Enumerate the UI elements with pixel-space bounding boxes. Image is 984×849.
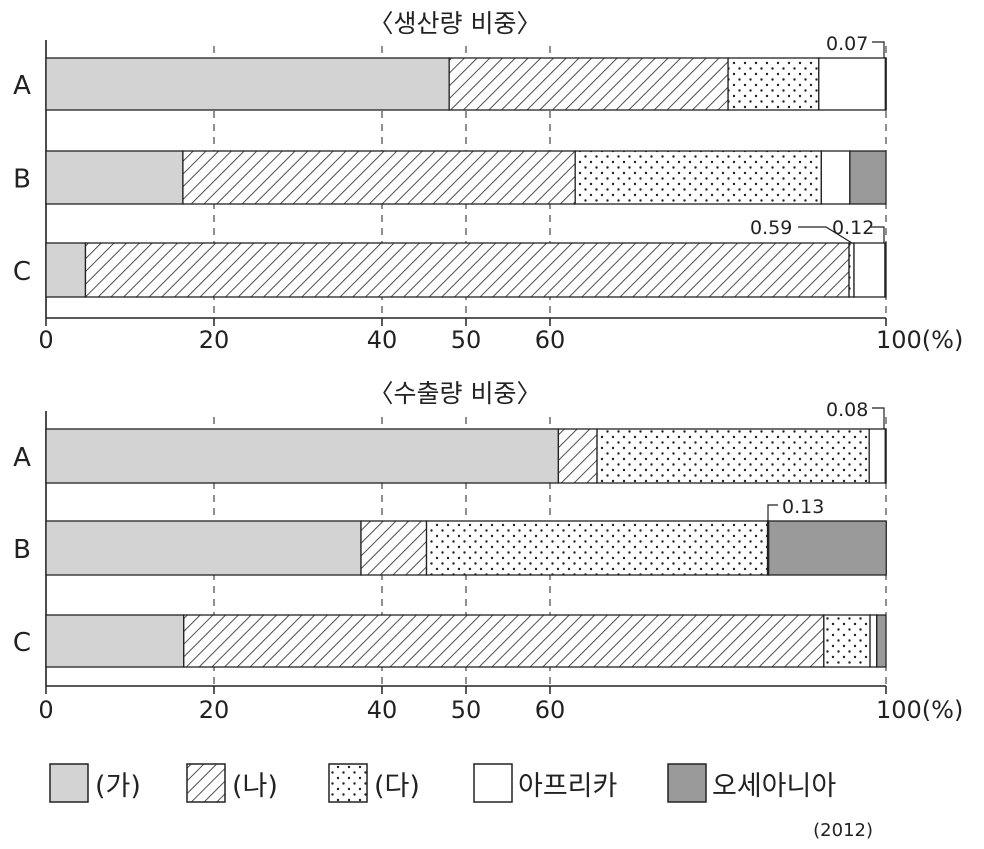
- x-tick-label: 20: [199, 696, 230, 724]
- legend-label: (다): [374, 771, 420, 802]
- bar-segment-C-1: [84, 242, 850, 298]
- annotation-leader: [872, 41, 885, 58]
- legend-label: (가): [95, 771, 141, 802]
- bar-segment-B-3: [820, 150, 851, 205]
- annotation-leader: [767, 504, 778, 521]
- annotation-leader: [870, 226, 885, 243]
- bar-segment-B-1: [360, 520, 428, 576]
- bar-segment-B-2: [574, 150, 822, 205]
- legend-swatch-4: [667, 763, 707, 803]
- bar-segment-C-2: [848, 242, 855, 298]
- bar-segment-B-0: [45, 520, 362, 576]
- legend-label: 오세아니아: [712, 771, 836, 802]
- x-tick-label: 40: [367, 696, 398, 724]
- bar-segment-A-4: [884, 57, 887, 111]
- category-label: A: [13, 443, 31, 473]
- category-label: A: [13, 71, 31, 101]
- annotation-label: 0.59: [750, 217, 792, 239]
- bar-segment-B-4: [849, 150, 887, 205]
- bar-segment-A-1: [448, 57, 729, 111]
- annotation-label: 0.07: [826, 33, 868, 55]
- annotation-label: 0.13: [782, 496, 824, 518]
- bar-segment-B-1: [182, 150, 576, 205]
- bar-segment-B-0: [45, 150, 184, 205]
- bar-segment-B-4: [768, 520, 887, 576]
- x-tick-label: 50: [451, 326, 482, 354]
- x-tick-label: 60: [535, 326, 566, 354]
- x-tick-label: 0: [38, 326, 53, 354]
- category-label: C: [13, 257, 31, 287]
- annotation-leader: [798, 226, 853, 244]
- bar-segment-A-4: [884, 428, 887, 484]
- legend-swatch-0: [49, 763, 89, 803]
- bar-segment-A-3: [818, 57, 887, 111]
- bar-segment-A-0: [45, 57, 450, 111]
- bar-segment-C-3: [869, 614, 878, 668]
- x-tick-label: 20: [199, 326, 230, 354]
- year-note: (2012): [813, 820, 873, 841]
- chart-title: 〈생산량 비중〉: [369, 9, 542, 38]
- bar-segment-C-2: [823, 614, 871, 668]
- x-tick-label: 50: [451, 696, 482, 724]
- bar-segment-C-1: [183, 614, 825, 668]
- annotation-leader: [872, 407, 885, 429]
- legend-label: 아프리카: [518, 771, 617, 802]
- x-tick-label: 100(%): [876, 696, 963, 724]
- bar-segment-C-0: [45, 614, 185, 668]
- x-tick-label: 100(%): [876, 326, 963, 354]
- bar-segment-C-4: [876, 614, 887, 668]
- chart-title: 〈수출량 비중〉: [369, 379, 542, 408]
- category-label: C: [13, 628, 31, 658]
- legend-swatch-2: [328, 763, 368, 803]
- category-label: B: [13, 165, 31, 195]
- bar-segment-C-0: [45, 242, 87, 298]
- bar-segment-A-3: [868, 428, 886, 484]
- bar-segment-B-2: [425, 520, 769, 576]
- bar-segment-C-3: [853, 242, 886, 298]
- bar-segment-C-4: [884, 242, 887, 298]
- bar-segment-A-0: [45, 428, 560, 484]
- legend-label: (나): [232, 771, 278, 802]
- bar-segment-A-2: [596, 428, 870, 484]
- annotation-label: 0.08: [826, 399, 868, 421]
- x-tick-label: 40: [367, 326, 398, 354]
- x-tick-label: 0: [38, 696, 53, 724]
- bar-segment-A-2: [727, 57, 820, 111]
- x-tick-label: 60: [535, 696, 566, 724]
- category-label: B: [13, 535, 31, 565]
- legend-swatch-1: [186, 763, 226, 803]
- legend-swatch-3: [473, 763, 513, 803]
- annotation-label: 0.12: [832, 217, 874, 239]
- bar-segment-A-1: [557, 428, 598, 484]
